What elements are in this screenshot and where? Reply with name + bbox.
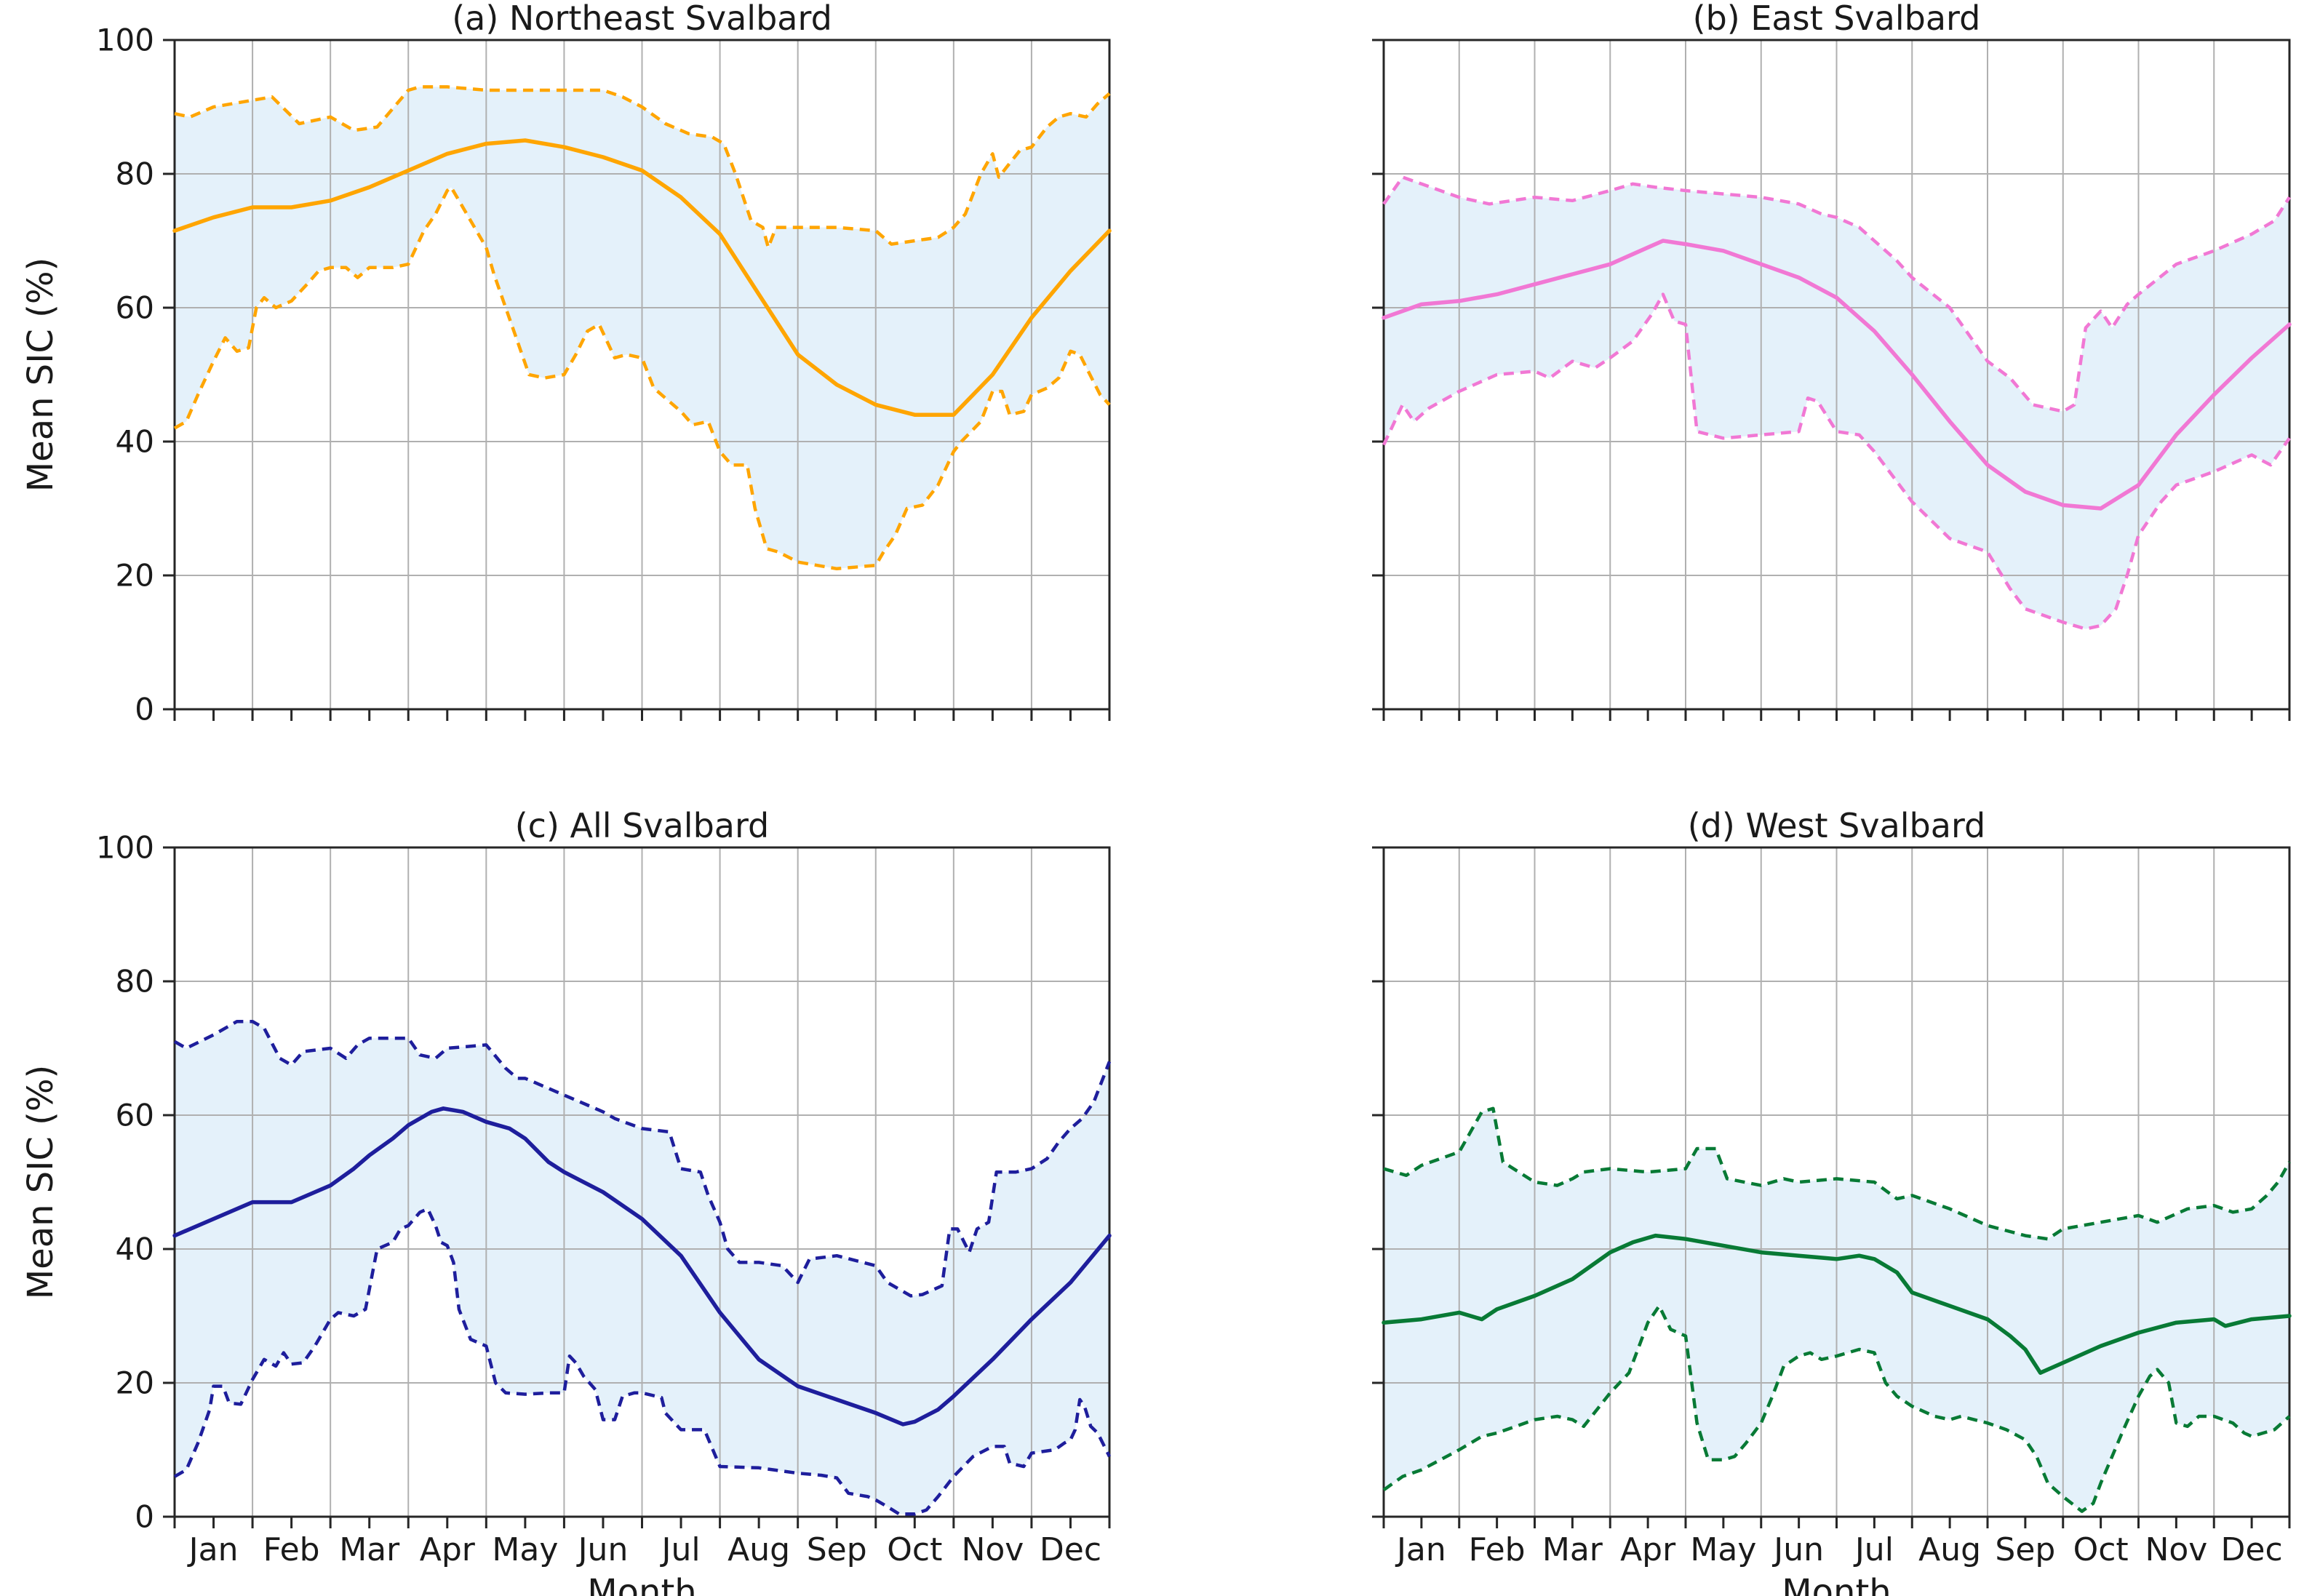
x-tick-label-dec: Dec	[2221, 1531, 2283, 1568]
panel-b-upper-bound-line	[1382, 175, 2291, 413]
y-axis-label: Mean SIC (%)	[20, 1065, 61, 1300]
x-tick-label-jan: Jan	[187, 1531, 239, 1568]
y-tick-label: 80	[116, 964, 154, 1000]
x-tick-label-may: May	[1690, 1531, 1756, 1568]
x-tick-label-oct: Oct	[887, 1531, 942, 1568]
chart-panel-d: Jan Feb Mar Apr May Jun Jul Aug Sep Oct Nov Dec Mont…	[1372, 806, 2292, 1596]
panel-c-title: (c) All Svalbard	[515, 806, 770, 845]
y-tick-label: 20	[116, 558, 154, 594]
y-tick-label: 0	[135, 692, 154, 727]
x-tick-label-apr: Apr	[420, 1531, 476, 1568]
x-tick-label-oct: Oct	[2073, 1531, 2129, 1568]
y-tick-label: 60	[116, 290, 154, 326]
panel-d-lower-bound-line	[1382, 1304, 2291, 1513]
x-tick-label-mar: Mar	[1542, 1531, 1603, 1568]
panel-d-upper-bound-line	[1383, 1106, 2291, 1241]
panel-a-mean-line	[172, 138, 1112, 417]
y-axis-label: Mean SIC (%)	[20, 258, 61, 492]
chart-panel-b: (b) East Svalbard	[1372, 0, 2292, 721]
panel-c-lower-bound-line	[173, 1207, 1112, 1516]
x-tick-label-jun: Jun	[1771, 1531, 1824, 1568]
chart-panel-c: 0 20 40 60 80 100 Jan Feb Mar Apr May Jun Jul Aug Sep O…	[20, 806, 1112, 1596]
panel-a-title: (a) Northeast Svalbard	[452, 0, 832, 38]
panel-c-mean-line	[172, 1106, 1112, 1427]
panel-c-upper-bound-line	[173, 1019, 1112, 1298]
y-tick-label: 20	[116, 1365, 154, 1401]
x-tick-label-nov: Nov	[961, 1531, 1024, 1568]
x-tick-label-feb: Feb	[1469, 1531, 1526, 1568]
x-tick-label-jul: Jul	[1853, 1531, 1894, 1568]
y-tick-label: 40	[116, 1232, 154, 1267]
x-tick-label-dec: Dec	[1040, 1531, 1101, 1568]
x-axis-label: Month	[587, 1572, 696, 1596]
panel-b-mean-line	[1382, 239, 2292, 511]
x-tick-label-sep: Sep	[807, 1531, 867, 1568]
x-tick-label-mar: Mar	[339, 1531, 400, 1568]
x-tick-label-nov: Nov	[2145, 1531, 2207, 1568]
x-tick-label-apr: Apr	[1620, 1531, 1676, 1568]
panel-d-title: (d) West Svalbard	[1688, 806, 1986, 845]
x-tick-label-jan: Jan	[1395, 1531, 1446, 1568]
x-tick-label-sep: Sep	[1995, 1531, 2055, 1568]
x-tick-label-jun: Jun	[576, 1531, 629, 1568]
x-tick-label-feb: Feb	[263, 1531, 320, 1568]
x-axis-label: Month	[1782, 1572, 1891, 1596]
y-tick-label: 100	[96, 23, 154, 58]
x-tick-label-jul: Jul	[659, 1531, 700, 1568]
panel-b-title: (b) East Svalbard	[1693, 0, 1981, 38]
panel-d-mean-line	[1382, 1233, 2292, 1375]
x-tick-label-may: May	[492, 1531, 558, 1568]
y-tick-label: 100	[96, 830, 154, 866]
y-tick-label: 60	[116, 1098, 154, 1133]
x-tick-label-aug: Aug	[1918, 1531, 1981, 1568]
panel-a-lower-bound-line	[173, 185, 1111, 571]
y-tick-label: 40	[116, 424, 154, 460]
chart-panel-a: 0 20 40 60 80 100 Mean SIC (%) (a) Northeast Sv…	[20, 0, 1112, 727]
y-tick-label: 0	[135, 1499, 154, 1535]
x-tick-label-aug: Aug	[728, 1531, 790, 1568]
y-tick-label: 80	[116, 156, 154, 192]
